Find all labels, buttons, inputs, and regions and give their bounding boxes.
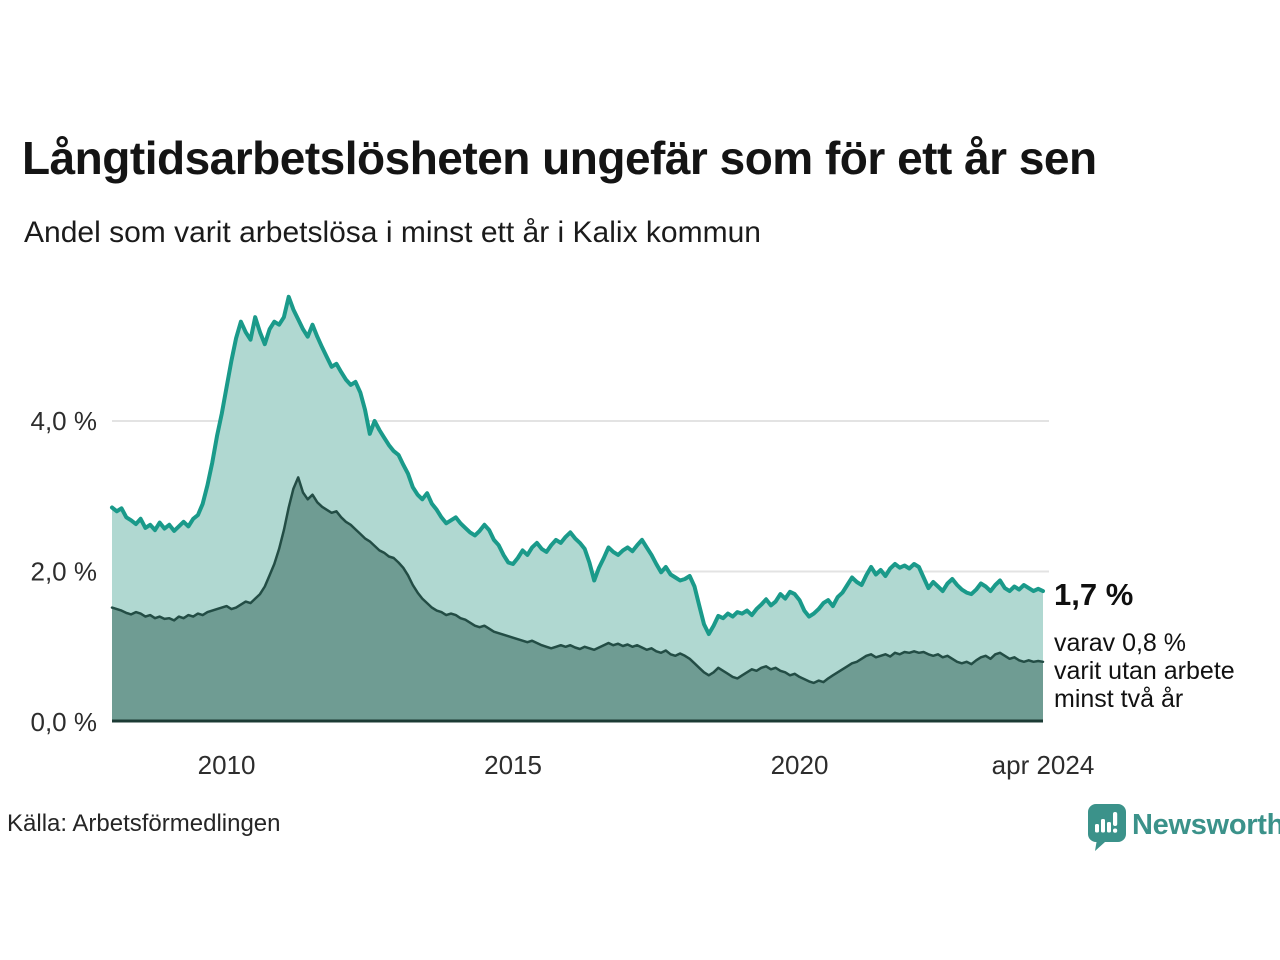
newsworthy-logo-icon [1088,804,1126,851]
page-title: Långtidsarbetslösheten ungefär som för e… [22,132,1097,184]
x-axis-label-2020: 2020 [771,750,829,780]
newsworthy-wordmark: Newsworthy [1132,809,1280,841]
source-credit: Källa: Arbetsförmedlingen [7,810,281,837]
note-line-3: minst två år [1054,685,1184,713]
latest-value-label: 1,7 % [1054,577,1134,612]
x-axis-label-2010: 2010 [198,750,256,780]
note-line-1: varav 0,8 % [1054,629,1187,657]
latest-value-note: varav 0,8 % varit utan arbete minst två … [1054,629,1274,713]
note-line-2: varit utan arbete [1054,657,1235,685]
series-line-0 [110,294,1045,636]
x-axis-label-2015: 2015 [484,750,542,780]
page-subtitle: Andel som varit arbetslösa i minst ett å… [24,216,761,249]
series-line-1 [110,476,1045,685]
y-axis-label-4: 4,0 % [31,406,98,436]
x-axis-label-apr-2024: apr 2024 [992,750,1095,780]
y-axis-label-2: 2,0 % [31,557,98,587]
series-area-1 [112,477,1043,722]
y-axis-label-0: 0,0 % [31,707,98,737]
